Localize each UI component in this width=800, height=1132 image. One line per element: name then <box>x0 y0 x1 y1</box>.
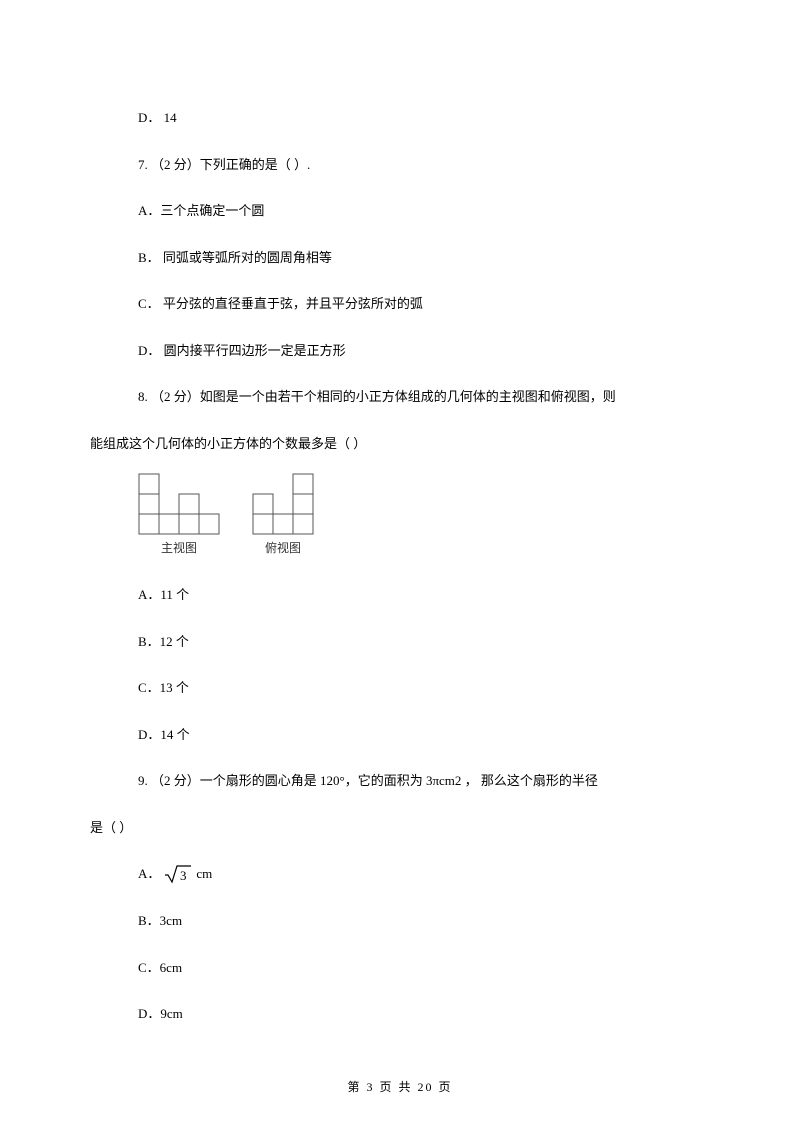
page-content: D． 14 7. （2 分）下列正确的是（ ）. A．三个点确定一个圆 B． 同… <box>0 0 800 1024</box>
q9-option-b: B．3cm <box>90 911 710 931</box>
option-label: B． <box>138 913 160 928</box>
option-label: B． <box>138 634 160 649</box>
top-view-label: 俯视图 <box>265 539 301 557</box>
option-text: 3cm <box>160 913 182 928</box>
q7-option-b: B． 同弧或等弧所对的圆周角相等 <box>90 248 710 268</box>
q7-option-c: C． 平分弦的直径垂直于弦，并且平分弦所对的弧 <box>90 294 710 314</box>
option-label: A． <box>138 203 160 218</box>
option-text: 9cm <box>160 1006 182 1021</box>
option-label: D． <box>138 727 160 742</box>
page-footer: 第 3 页 共 20 页 <box>0 1078 800 1095</box>
option-label: C． <box>138 296 160 311</box>
q9-option-a: A． 3 cm <box>90 864 710 884</box>
option-text: 三个点确定一个圆 <box>160 203 264 218</box>
sqrt-value: 3 <box>180 868 187 883</box>
front-view-label: 主视图 <box>161 539 197 557</box>
option-text: 14 <box>164 110 177 125</box>
q8-figure: 主视图 俯视图 <box>90 473 710 557</box>
q7-option-a: A．三个点确定一个圆 <box>90 201 710 221</box>
option-suffix: cm <box>196 864 212 884</box>
q9-option-c: C．6cm <box>90 958 710 978</box>
q6-option-d: D． 14 <box>90 108 710 128</box>
sqrt-icon: 3 <box>164 864 192 884</box>
q7-prompt: 7. （2 分）下列正确的是（ ）. <box>90 155 710 175</box>
q8-option-d: D．14 个 <box>90 725 710 745</box>
top-view-svg <box>252 473 314 535</box>
option-text: 同弧或等弧所对的圆周角相等 <box>160 250 332 265</box>
option-label: C． <box>138 680 160 695</box>
q8-prompt-line2: 能组成这个几何体的小正方体的个数最多是（ ） <box>90 434 710 454</box>
q8-option-b: B．12 个 <box>90 632 710 652</box>
option-text: 14 个 <box>160 727 189 742</box>
q8-option-c: C．13 个 <box>90 678 710 698</box>
q7-option-d: D． 圆内接平行四边形一定是正方形 <box>90 341 710 361</box>
option-label: B． <box>138 250 160 265</box>
q9-option-d: D．9cm <box>90 1004 710 1024</box>
q8-prompt-line1: 8. （2 分）如图是一个由若干个相同的小正方体组成的几何体的主视图和俯视图，则 <box>90 387 710 407</box>
option-text: 6cm <box>160 960 182 975</box>
option-label: A． <box>138 864 160 884</box>
q8-option-a: A．11 个 <box>90 585 710 605</box>
front-view-svg <box>138 473 220 535</box>
option-text: 平分弦的直径垂直于弦，并且平分弦所对的弧 <box>160 296 423 311</box>
q9-prompt-line1: 9. （2 分）一个扇形的圆心角是 120°，它的面积为 3πcm2 ， 那么这… <box>90 771 710 791</box>
option-label: C． <box>138 960 160 975</box>
front-view-block: 主视图 <box>138 473 220 557</box>
q9-prompt-line2: 是（ ） <box>90 818 710 838</box>
option-label: A． <box>138 587 160 602</box>
option-label: D． <box>138 110 160 125</box>
option-label: D． <box>138 1006 160 1021</box>
option-text: 13 个 <box>160 680 189 695</box>
option-label: D． <box>138 343 160 358</box>
option-text: 11 个 <box>160 587 189 602</box>
option-text: 12 个 <box>160 634 189 649</box>
top-view-block: 俯视图 <box>252 473 314 557</box>
option-text: 圆内接平行四边形一定是正方形 <box>160 343 345 358</box>
